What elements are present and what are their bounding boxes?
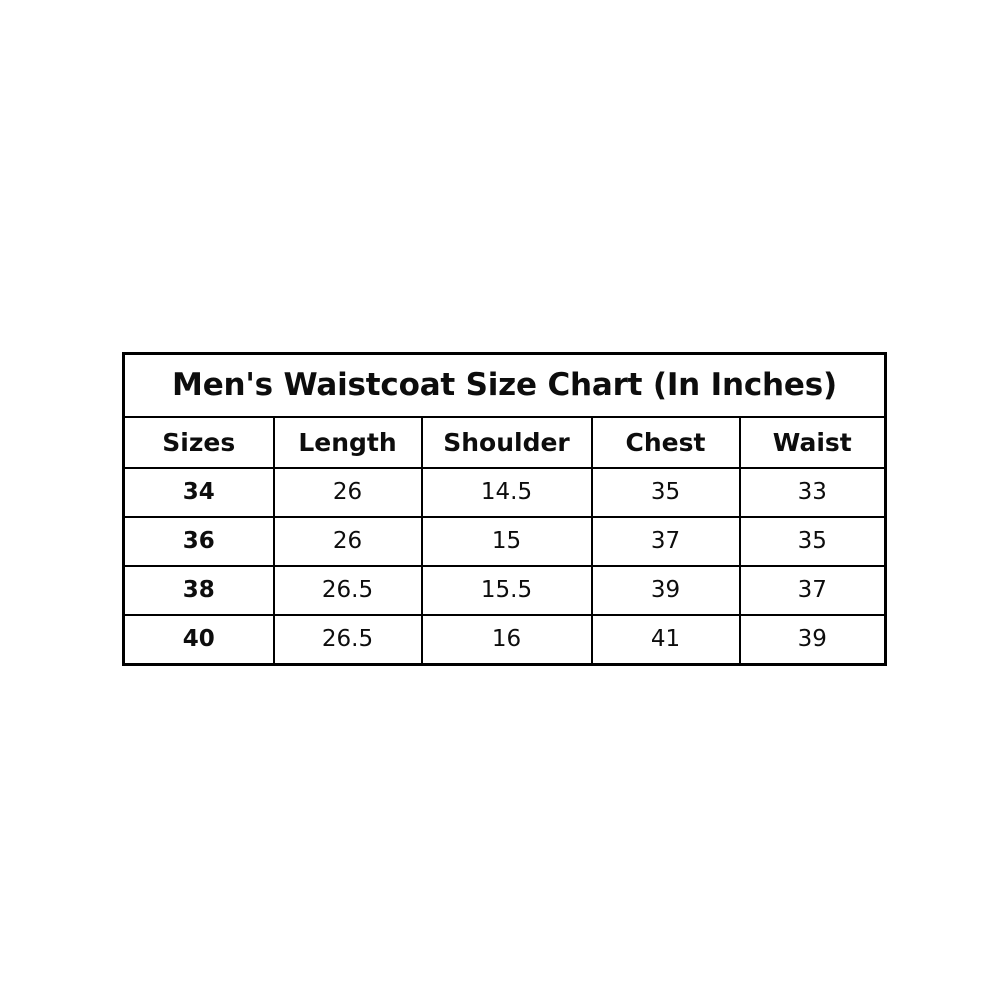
cell-size: 40 <box>122 614 275 666</box>
cell-shoulder: 14.5 <box>420 467 593 518</box>
cell-length: 26 <box>272 467 423 518</box>
column-header-chest: Chest <box>590 416 741 469</box>
cell-chest: 39 <box>590 565 741 616</box>
cell-size: 34 <box>122 467 275 518</box>
cell-chest: 41 <box>590 614 741 666</box>
table-row: 38 26.5 15.5 39 37 <box>122 565 887 616</box>
chart-title-row: Men's Waistcoat Size Chart (In Inches) <box>122 352 887 418</box>
cell-waist: 35 <box>738 516 887 567</box>
size-chart-container: Men's Waistcoat Size Chart (In Inches) S… <box>122 352 888 666</box>
chart-title: Men's Waistcoat Size Chart (In Inches) <box>122 352 887 418</box>
table-row: 36 26 15 37 35 <box>122 516 887 567</box>
cell-shoulder: 16 <box>420 614 593 666</box>
column-header-length: Length <box>272 416 423 469</box>
table-row: 34 26 14.5 35 33 <box>122 467 887 518</box>
cell-size: 36 <box>122 516 275 567</box>
cell-shoulder: 15.5 <box>420 565 593 616</box>
cell-chest: 37 <box>590 516 741 567</box>
cell-waist: 39 <box>738 614 887 666</box>
cell-length: 26.5 <box>272 614 423 666</box>
cell-shoulder: 15 <box>420 516 593 567</box>
column-header-row: Sizes Length Shoulder Chest Waist <box>122 416 887 469</box>
cell-length: 26.5 <box>272 565 423 616</box>
cell-waist: 33 <box>738 467 887 518</box>
column-header-waist: Waist <box>738 416 887 469</box>
size-chart-table: Men's Waistcoat Size Chart (In Inches) S… <box>122 352 888 666</box>
column-header-sizes: Sizes <box>122 416 275 469</box>
cell-waist: 37 <box>738 565 887 616</box>
table-row: 40 26.5 16 41 39 <box>122 614 887 666</box>
cell-chest: 35 <box>590 467 741 518</box>
column-header-shoulder: Shoulder <box>420 416 593 469</box>
cell-size: 38 <box>122 565 275 616</box>
cell-length: 26 <box>272 516 423 567</box>
